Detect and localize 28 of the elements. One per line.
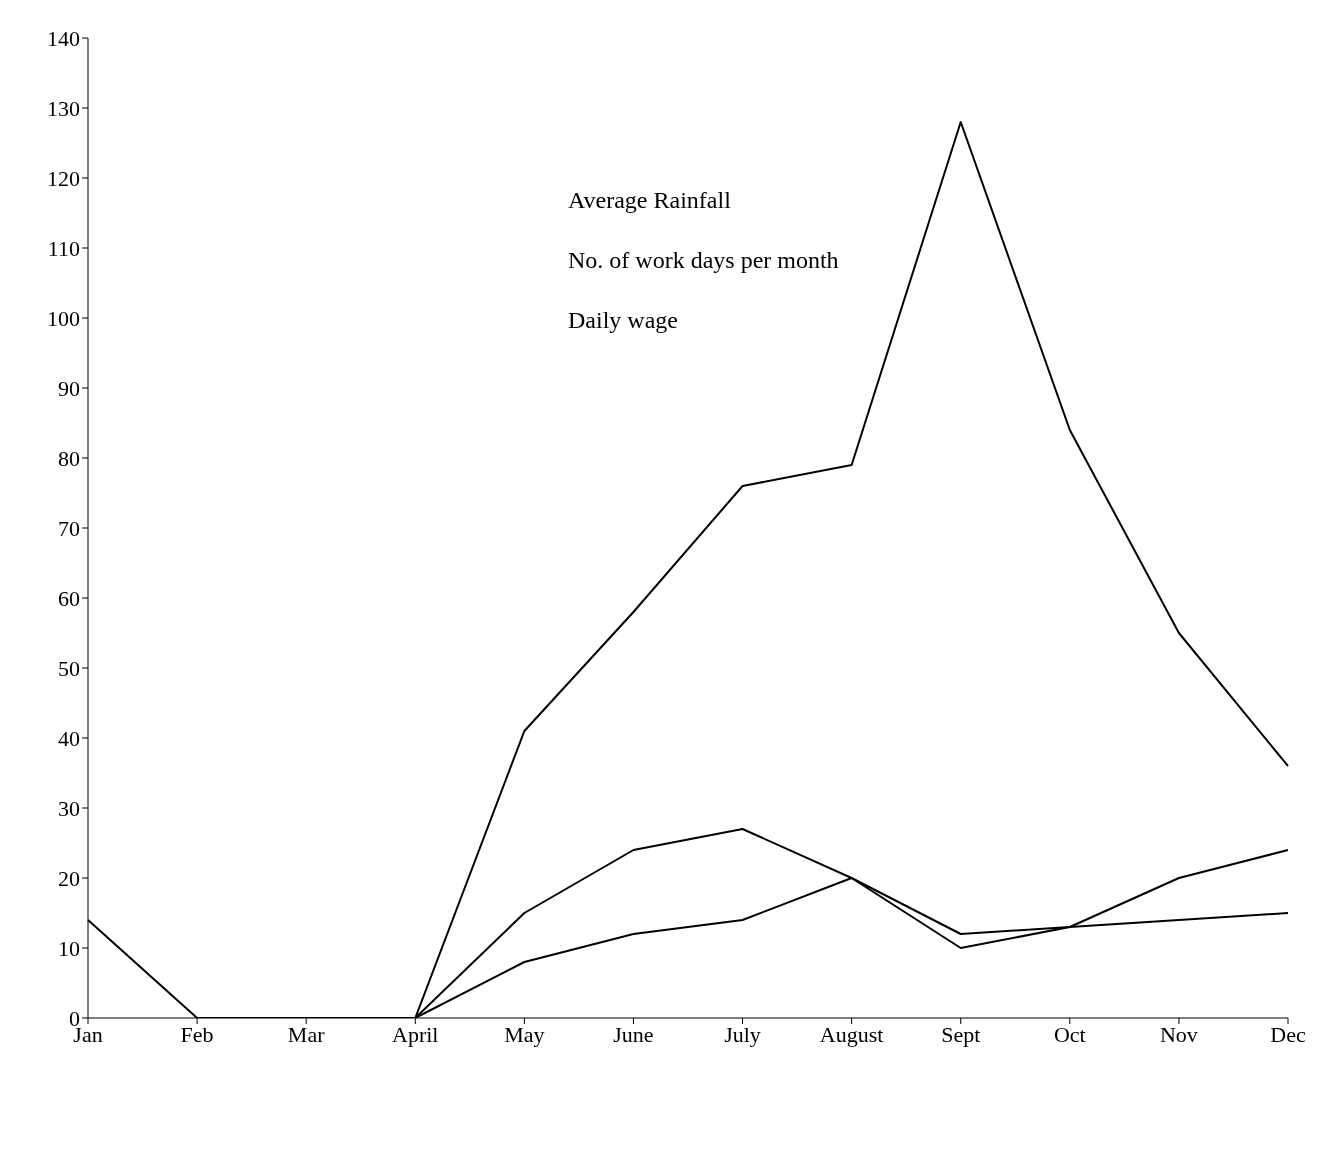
y-tick-label: 40 — [58, 725, 80, 751]
y-tick-label: 60 — [58, 585, 80, 611]
annotation: Daily wage — [568, 307, 678, 333]
x-tick-label: Dec — [1270, 1021, 1306, 1047]
y-tick-label: 80 — [58, 445, 80, 471]
x-tick-label: Oct — [1053, 1021, 1086, 1047]
y-tick-label: 10 — [58, 935, 80, 961]
x-tick-label: May — [504, 1021, 545, 1047]
annotation: Average Rainfall — [568, 187, 732, 213]
y-tick-label: 130 — [47, 95, 80, 121]
x-tick-label: Mar — [287, 1021, 326, 1047]
x-tick-label: August — [819, 1021, 884, 1047]
y-tick-label: 90 — [58, 375, 80, 401]
y-tick-label: 100 — [47, 305, 80, 331]
y-tick-label: 50 — [58, 655, 80, 681]
y-tick-label: 110 — [47, 235, 80, 261]
y-tick-label: 120 — [47, 165, 80, 191]
y-tick-label: 140 — [47, 25, 80, 51]
x-tick-label: Nov — [1159, 1021, 1198, 1047]
x-tick-label: Feb — [180, 1021, 214, 1047]
x-tick-label: July — [724, 1021, 761, 1047]
x-tick-label: Sept — [941, 1021, 981, 1047]
annotation: No. of work days per month — [568, 247, 839, 273]
y-tick-label: 70 — [58, 515, 80, 541]
x-tick-label: April — [392, 1021, 439, 1047]
y-tick-label: 30 — [58, 795, 80, 821]
x-tick-label: June — [613, 1021, 654, 1047]
y-tick-label: 20 — [58, 865, 80, 891]
